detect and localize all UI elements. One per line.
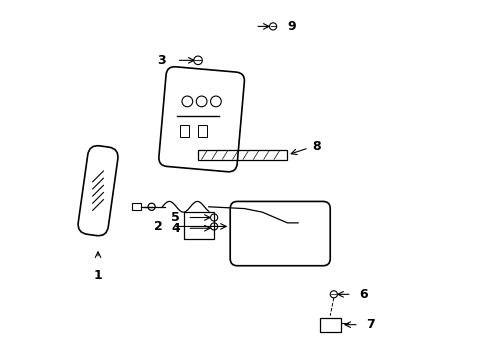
Text: 5: 5 [171, 211, 180, 224]
Text: 3: 3 [157, 54, 165, 67]
Text: 9: 9 [287, 20, 295, 33]
Text: 6: 6 [358, 288, 366, 301]
Text: 2: 2 [153, 220, 162, 233]
Text: 8: 8 [312, 140, 320, 153]
FancyBboxPatch shape [230, 202, 329, 266]
Text: 7: 7 [365, 318, 374, 331]
FancyBboxPatch shape [78, 146, 118, 236]
FancyBboxPatch shape [159, 67, 244, 172]
Text: 4: 4 [171, 222, 180, 235]
Text: 1: 1 [94, 269, 102, 282]
